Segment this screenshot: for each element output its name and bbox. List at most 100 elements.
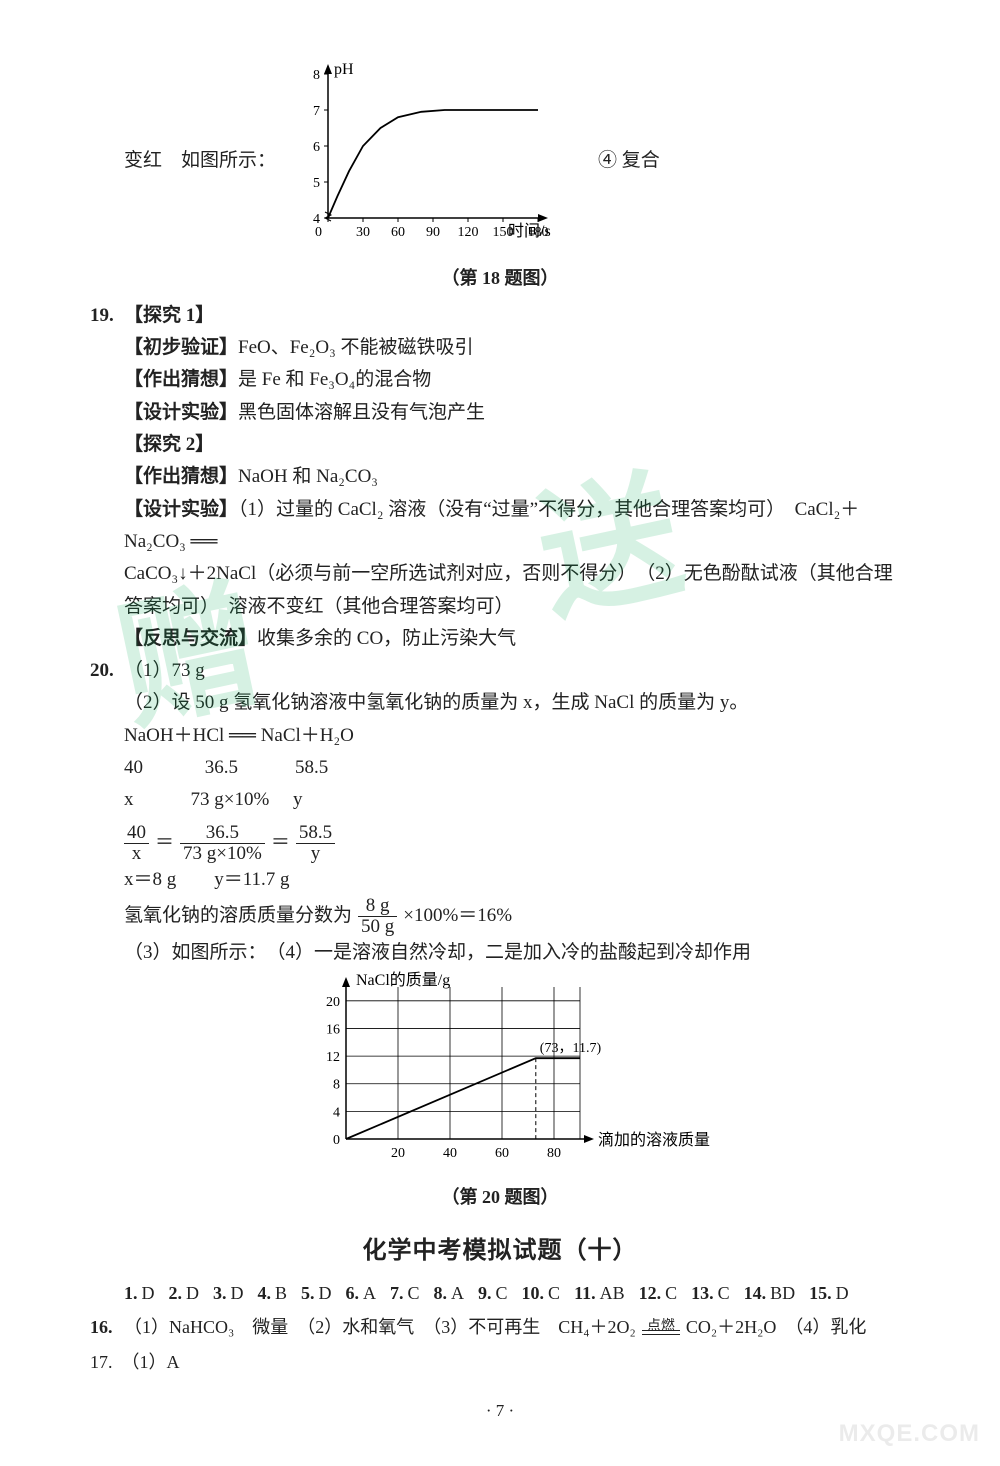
fig20-wrap: 0 4 8 12 16 20 20 40 60 80 (73，11.7) NaCl的质量/g 滴加的溶液… (90, 969, 910, 1180)
q19-cbyz-t: FeO、Fe₂O₃ 不能被磁铁吸引 (238, 337, 473, 358)
q20-frac-c-n: 58.5 (296, 823, 335, 843)
svg-text:80: 80 (547, 1146, 561, 1161)
q19-sjsy-l: 【设计实验】 (124, 402, 238, 423)
q19-zccx2-l: 【作出猜想】 (124, 466, 238, 487)
q20-eq: NaOH＋HCl ══ NaCl＋H₂O (124, 720, 910, 752)
svg-text:30: 30 (356, 225, 370, 240)
q19-sjsy-t: 黑色固体溶解且没有气泡产生 (238, 402, 485, 423)
q20-rowm: 40 36.5 58.5 (124, 752, 910, 784)
answer-pair: 4.B (258, 1278, 288, 1309)
q20-mf-n: 8 g (363, 896, 393, 916)
svg-text:60: 60 (391, 225, 405, 240)
reaction-arrow-icon: 点燃 (642, 1318, 680, 1337)
svg-text:4: 4 (333, 1105, 340, 1120)
q19: 19. 【探究 1】 (90, 300, 910, 332)
q19-sjsy2-l: 【设计实验】 (124, 499, 238, 520)
answer-pair: 3.D (213, 1278, 244, 1309)
answer-pair: 10.C (522, 1278, 561, 1309)
q18-row: 变红 如图所示： 456783060901201501800pH时间/s ④ 复… (124, 60, 910, 261)
eq-sign: ＝ (155, 827, 174, 859)
q16a: （1）NaHCO₃ 微量 （2）水和氧气 （3）不可再生 CH₄＋2O₂ (124, 1312, 636, 1343)
svg-text:(73，11.7): (73，11.7) (540, 1041, 602, 1056)
fig18-svg: 456783060901201501800pH时间/s (282, 60, 552, 250)
fig18-wrap: 456783060901201501800pH时间/s (282, 60, 552, 261)
q19-zccx2: 【作出猜想】NaOH 和 Na₂CO₃ (124, 461, 910, 493)
q19-cbyz: 【初步验证】FeO、Fe₂O₃ 不能被磁铁吸引 (124, 332, 910, 364)
eq-sign2: ＝ (271, 827, 290, 859)
svg-text:6: 6 (313, 140, 320, 155)
answer-pair: 9.C (478, 1278, 508, 1309)
answer-pair: 5.D (301, 1278, 332, 1309)
svg-text:0: 0 (333, 1133, 340, 1148)
arrow-top: 点燃 (647, 1320, 675, 1334)
answer-pair: 6.A (346, 1278, 377, 1309)
svg-text:8: 8 (333, 1078, 340, 1093)
q18-posttext: ④ 复合 (598, 145, 660, 177)
q16-num: 16. (90, 1312, 124, 1343)
svg-text:20: 20 (326, 995, 340, 1010)
q20: 20. （1）73 g (90, 655, 910, 687)
svg-text:12: 12 (326, 1050, 340, 1065)
section10-answers: 1.D 2.D 3.D 4.B 5.D 6.A 7.C 8.A 9.C 10.C 11.AB 12.C… (124, 1278, 910, 1309)
svg-text:滴加的溶液质量/g: 滴加的溶液质量/g (598, 1131, 710, 1149)
svg-text:pH: pH (334, 61, 354, 78)
q19-zccx: 【作出猜想】是 Fe 和 Fe₃O₄的混合物 (124, 364, 910, 396)
svg-text:0: 0 (315, 225, 322, 240)
q19-tj1: 【探究 1】 (124, 300, 214, 332)
q20-p3: （3）如图所示： （4）一是溶液自然冷却，二是加入冷的盐酸起到冷却作用 (124, 937, 910, 969)
answer-pair: 2.D (169, 1278, 200, 1309)
q20-p1: （1）73 g (124, 655, 205, 687)
svg-text:90: 90 (426, 225, 440, 240)
q20-frac: 40x ＝ 36.573 g×10% ＝ 58.5y (124, 823, 335, 864)
q16: 16. （1）NaHCO₃ 微量 （2）水和氧气 （3）不可再生 CH₄＋2O₂… (90, 1312, 910, 1343)
svg-text:5: 5 (313, 176, 320, 191)
answer-pair: 13.C (691, 1278, 730, 1309)
svg-text:20: 20 (391, 1146, 405, 1161)
q20-frac-a-n: 40 (124, 823, 149, 843)
q19-fsjl-t: 收集多余的 CO，防止污染大气 (257, 628, 516, 649)
q20-xy: x＝8 g y＝11.7 g (124, 864, 910, 896)
q20-mf-post: ×100%＝16% (403, 900, 512, 932)
q20-frac-c-d: y (308, 844, 324, 864)
page-number: · 7 · (90, 1397, 910, 1426)
q19-tj2: 【探究 2】 (124, 429, 910, 461)
svg-text:40: 40 (443, 1146, 457, 1161)
section10-title: 化学中考模拟试题（十） (90, 1231, 910, 1272)
q19-fsjl-l: 【反思与交流】 (124, 628, 257, 649)
q19-sjsy2b: CaCO₃↓＋2NaCl（必须与前一空所选试剂对应，否则不得分） （2）无色酚酞… (124, 558, 910, 623)
svg-text:NaCl的质量/g: NaCl的质量/g (356, 971, 450, 989)
q19-zccx-l: 【作出猜想】 (124, 369, 238, 390)
fig20-svg: 0 4 8 12 16 20 20 40 60 80 (73，11.7) NaCl的质量/g 滴加的溶液… (290, 969, 710, 1169)
q20-frac-a-d: x (129, 844, 145, 864)
svg-text:8: 8 (313, 68, 320, 83)
q17: 17. （1）A (90, 1347, 910, 1378)
q19-zccx-t: 是 Fe 和 Fe₃O₄的混合物 (238, 369, 431, 390)
fig20-label: （第 20 题图） (90, 1182, 910, 1213)
answer-pair: 15.D (809, 1278, 849, 1309)
q16b: CO₂＋2H₂O （4）乳化 (686, 1312, 867, 1343)
q20-frac-b-n: 36.5 (203, 823, 242, 843)
q19-sjsy2a: 【设计实验】（1）过量的 CaCl₂ 溶液（没有“过量”不得分，其他合理答案均可… (124, 494, 910, 559)
fig18-label: （第 18 题图） (90, 263, 910, 294)
svg-text:时间/s: 时间/s (508, 222, 551, 240)
answer-pair: 11.AB (574, 1278, 625, 1309)
answer-pair: 12.C (639, 1278, 678, 1309)
svg-text:60: 60 (495, 1146, 509, 1161)
q19-cbyz-l: 【初步验证】 (124, 337, 238, 358)
footer-brand: MXQE.COM (839, 1414, 980, 1455)
q19-zccx2-t: NaOH 和 Na₂CO₃ (238, 466, 378, 487)
q19-fsjl: 【反思与交流】收集多余的 CO，防止污染大气 (124, 623, 910, 655)
svg-text:16: 16 (326, 1022, 340, 1037)
q20-frac-b-d: 73 g×10% (180, 844, 265, 864)
q20-massfrac: 氢氧化钠的溶质质量分数为 8 g50 g ×100%＝16% (124, 896, 512, 937)
q18-pretext: 变红 如图所示： (124, 145, 276, 177)
answer-pair: 7.C (390, 1278, 420, 1309)
svg-text:120: 120 (458, 225, 479, 240)
svg-text:7: 7 (313, 104, 320, 119)
answer-pair: 8.A (434, 1278, 465, 1309)
q19-sjsy: 【设计实验】黑色固体溶解且没有气泡产生 (124, 397, 910, 429)
q20-rowx: x 73 g×10% y (124, 784, 910, 816)
q20-p2: （2）设 50 g 氢氧化钠溶液中氢氧化钠的质量为 x，生成 NaCl 的质量为… (124, 687, 910, 719)
q20-mf-d: 50 g (358, 917, 397, 937)
answer-pair: 1.D (124, 1278, 155, 1309)
